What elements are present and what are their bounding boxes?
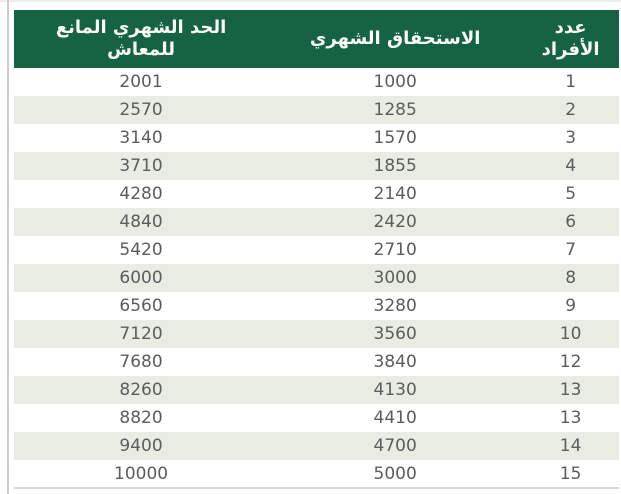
- cell-limit: 8260: [119, 380, 163, 400]
- cell-limit: 2001: [119, 72, 163, 92]
- cell-count: 13: [559, 380, 582, 400]
- table-row: 2 1285 2570: [14, 96, 619, 124]
- cell-count: 4: [565, 156, 577, 176]
- cell-count: 7: [565, 240, 577, 260]
- table-row: 14 4700 9400: [14, 432, 619, 460]
- column-header-entitlement: الاستحقاق الشهري: [268, 10, 523, 68]
- cell-limit: 6000: [119, 268, 163, 288]
- cell-limit: 5420: [119, 240, 163, 260]
- cell-count: 9: [565, 296, 577, 316]
- table-row: 1 1000 2001: [14, 68, 619, 96]
- cell-entitlement: 2420: [373, 212, 417, 232]
- table-body: 1 1000 2001 2 1285 2570 3 1570 3140 4 1855 3710 5 214…: [14, 68, 619, 488]
- column-header-limit: الحد الشهري المانع للمعاش: [14, 10, 269, 68]
- cell-entitlement: 4700: [373, 436, 417, 456]
- table-row: 3 1570 3140: [14, 124, 619, 152]
- cell-limit: 3140: [119, 128, 163, 148]
- cell-count: 14: [559, 436, 582, 456]
- cell-count: 3: [565, 128, 577, 148]
- cell-entitlement: 3840: [373, 352, 417, 372]
- cell-limit: 4840: [119, 212, 163, 232]
- table-row: 12 3840 7680: [14, 348, 619, 376]
- cell-limit: 2570: [119, 100, 163, 120]
- top-divider-line: [0, 0, 621, 2]
- table-row: 13 4130 8260: [14, 376, 619, 404]
- page-left-divider: [7, 0, 9, 494]
- cell-limit: 6560: [119, 296, 163, 316]
- pension-benefits-table: عدد الأفراد الاستحقاق الشهري الحد الشهري…: [14, 10, 619, 489]
- table-row: 10 3560 7120: [14, 320, 619, 348]
- header-row: عدد الأفراد الاستحقاق الشهري الحد الشهري…: [14, 10, 619, 68]
- cell-limit: 7120: [119, 324, 163, 344]
- table-row: 5 2140 4280: [14, 180, 619, 208]
- pension-table-container: عدد الأفراد الاستحقاق الشهري الحد الشهري…: [14, 10, 619, 489]
- cell-limit: 4280: [119, 184, 163, 204]
- table-row: 6 2420 4840: [14, 208, 619, 236]
- table-header: عدد الأفراد الاستحقاق الشهري الحد الشهري…: [14, 10, 619, 68]
- cell-count: 13: [559, 408, 582, 428]
- cell-entitlement: 1855: [373, 156, 417, 176]
- cell-entitlement: 2140: [373, 184, 417, 204]
- cell-limit: 8820: [119, 408, 163, 428]
- cell-entitlement: 2710: [373, 240, 417, 260]
- cell-count: 6: [565, 212, 577, 232]
- cell-count: 10: [559, 324, 582, 344]
- table-row: 8 3000 6000: [14, 264, 619, 292]
- cell-count: 15: [559, 463, 582, 484]
- cell-entitlement: 1000: [373, 72, 417, 92]
- cell-entitlement: 1285: [373, 100, 417, 120]
- cell-entitlement: 3560: [373, 324, 417, 344]
- table-row: 9 3280 6560: [14, 292, 619, 320]
- cell-entitlement: 5000: [373, 463, 417, 484]
- cell-count: 1: [565, 72, 577, 92]
- cell-count: 5: [565, 184, 577, 204]
- cell-entitlement: 3280: [373, 296, 417, 316]
- cell-entitlement: 1570: [373, 128, 417, 148]
- cell-limit: 10000: [114, 463, 169, 484]
- cell-count: 2: [565, 100, 577, 120]
- cell-entitlement: 4130: [373, 380, 417, 400]
- table-row: 15 5000 10000: [14, 460, 619, 488]
- cell-limit: 7680: [119, 352, 163, 372]
- cell-limit: 9400: [119, 436, 163, 456]
- cell-entitlement: 4410: [373, 408, 417, 428]
- table-row: 7 2710 5420: [14, 236, 619, 264]
- cell-entitlement: 3000: [373, 268, 417, 288]
- cell-count: 12: [559, 352, 582, 372]
- cell-limit: 3710: [119, 156, 163, 176]
- cell-count: 8: [565, 268, 577, 288]
- table-row: 4 1855 3710: [14, 152, 619, 180]
- table-row: 13 4410 8820: [14, 404, 619, 432]
- column-header-count: عدد الأفراد: [522, 10, 619, 68]
